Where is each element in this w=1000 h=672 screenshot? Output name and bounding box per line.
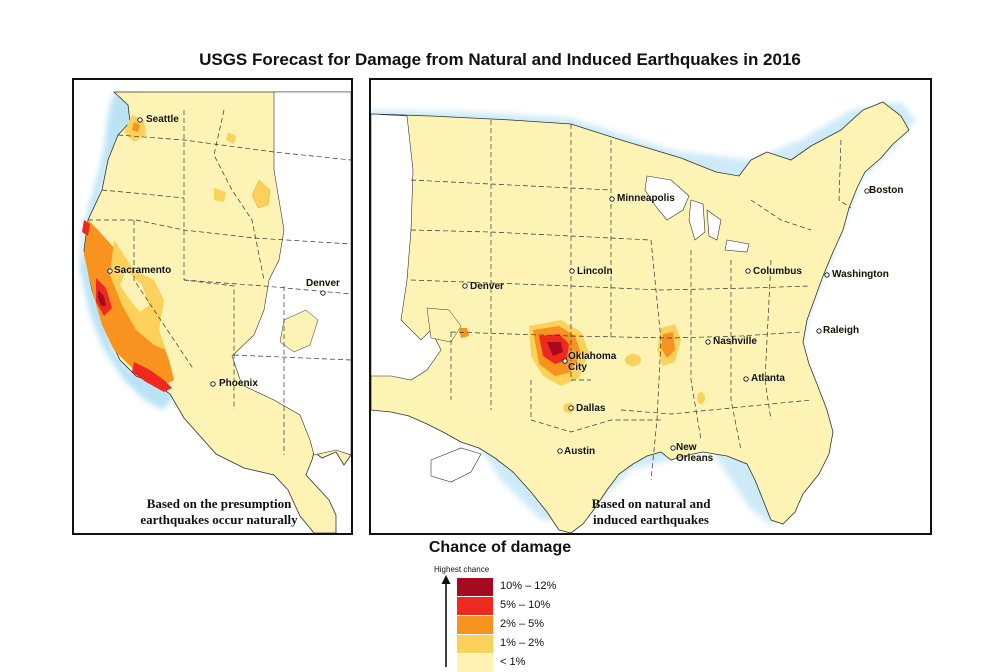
city-label-sacramento: Sacramento xyxy=(114,265,172,276)
city-dot-denver xyxy=(462,283,468,289)
eastern-white-area xyxy=(231,91,351,456)
us-caption-line-1: Based on natural and xyxy=(591,496,711,511)
city-label-nashville: Nashville xyxy=(713,336,757,347)
coast-glow xyxy=(80,92,174,410)
city-dot-lincoln xyxy=(569,268,575,274)
legend-swatch-3 xyxy=(457,616,493,634)
continental-us-map xyxy=(371,101,916,533)
city-label-new: New xyxy=(676,442,697,453)
legend-item-4: 1% – 2% xyxy=(457,635,707,653)
west-caption-line-1: Based on the presumption xyxy=(146,496,292,511)
west-caption-line-2: earthquakes occur naturally xyxy=(140,512,298,527)
legend-swatch-4 xyxy=(457,635,493,653)
city-label-denver: Denver xyxy=(470,281,504,292)
legend-arrow-icon xyxy=(441,575,451,667)
legend-label-4: 1% – 2% xyxy=(500,637,545,649)
map-title: USGS Forecast for Damage from Natural an… xyxy=(199,50,801,69)
legend-item-5: < 1% xyxy=(457,654,707,672)
city-label-austin: Austin xyxy=(564,446,596,457)
legend-label-3: 2% – 5% xyxy=(500,618,545,630)
city-dot-raleigh xyxy=(816,328,822,334)
legend-title: Chance of damage xyxy=(428,539,572,556)
city-dot-washington xyxy=(824,272,830,278)
great-lakes xyxy=(644,175,690,221)
city-dot-oklahoma-city xyxy=(562,358,568,364)
city-dot-seattle xyxy=(137,117,143,123)
city-label-raleigh: Raleigh xyxy=(823,325,860,336)
city-dot-austin xyxy=(557,448,563,454)
western-us-map xyxy=(80,91,351,533)
oklahoma-hazard-highest xyxy=(547,342,563,356)
legend-item-3: 2% – 5% xyxy=(457,616,707,634)
legend-label-5: < 1% xyxy=(500,656,526,668)
us-caption: Based on natural and induced earthquakes xyxy=(551,496,751,528)
legend-label-2: 5% – 10% xyxy=(500,599,551,611)
city-dot-phoenix xyxy=(210,381,216,387)
continental-us-panel: Minneapolis Boston Lincoln Columbus Wash… xyxy=(369,78,932,535)
western-us-panel: Seattle Sacramento Denver Phoenix Based … xyxy=(72,78,353,535)
city-label-atlanta: Atlanta xyxy=(751,373,785,384)
city-label-lincoln: Lincoln xyxy=(577,266,613,277)
city-label-orleans: Orleans xyxy=(676,453,714,464)
legend-swatch-2 xyxy=(457,597,493,615)
city-dot-columbus xyxy=(745,268,751,274)
city-label-oklahoma: Oklahoma xyxy=(568,351,617,362)
west-caption: Based on the presumption earthquakes occ… xyxy=(104,496,334,528)
city-label-city: City xyxy=(568,362,587,373)
city-dot-nashville xyxy=(705,339,711,345)
legend-item-1: 10% – 12% xyxy=(457,578,707,596)
city-label-boston: Boston xyxy=(869,185,904,196)
us-caption-line-2: induced earthquakes xyxy=(593,512,709,527)
city-label-washington: Washington xyxy=(832,269,889,280)
city-dot-denver xyxy=(320,290,326,296)
legend-swatch-1 xyxy=(457,578,493,596)
city-label-columbus: Columbus xyxy=(753,266,802,277)
city-dot-sacramento xyxy=(107,268,113,274)
city-label-seattle: Seattle xyxy=(146,114,179,125)
legend-arrow-label: Highest chance xyxy=(434,565,490,574)
city-dot-dallas xyxy=(568,405,574,411)
legend-label-1: 10% – 12% xyxy=(500,580,557,592)
city-dot-boston xyxy=(864,188,870,194)
legend-item-2: 5% – 10% xyxy=(457,597,707,615)
city-dot-minneapolis xyxy=(609,196,615,202)
city-dot-new-orleans xyxy=(670,445,676,451)
city-label-denver: Denver xyxy=(306,278,340,289)
legend-swatch-5 xyxy=(457,654,493,672)
city-label-phoenix: Phoenix xyxy=(219,378,258,389)
city-dot-atlanta xyxy=(743,376,749,382)
us-land xyxy=(371,101,910,533)
city-label-dallas: Dallas xyxy=(576,403,606,414)
city-label-minneapolis: Minneapolis xyxy=(617,193,675,204)
